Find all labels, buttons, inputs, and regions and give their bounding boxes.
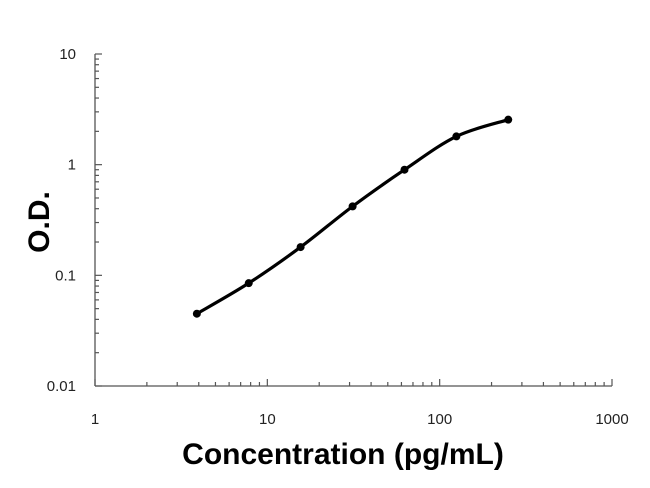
data-point [348,202,357,211]
y-tick-label: 10 [59,46,76,63]
y-tick-label: 0.01 [47,378,76,395]
data-point [244,279,253,288]
x-tick-label: 1000 [595,411,628,428]
data-point [504,115,513,124]
x-tick-label: 100 [427,411,452,428]
y-axis-title: O.D. [23,191,56,253]
x-tick-label: 10 [259,411,276,428]
data-point [296,243,305,252]
data-point [452,132,461,141]
series-line [195,118,510,316]
y-tick-label: 1 [68,157,76,174]
data-point [192,309,201,318]
y-axis-ticks [95,53,102,387]
x-tick-labels: 1 10 100 1000 [91,411,629,428]
data-point [400,165,409,174]
x-axis-ticks [94,379,613,386]
y-tick-labels: 0.01 0.1 1 10 [47,46,76,395]
series-group [192,115,513,318]
y-tick-label: 0.1 [55,267,76,284]
x-tick-label: 1 [91,411,99,428]
x-axis-title: Concentration (pg/mL) [182,438,504,471]
